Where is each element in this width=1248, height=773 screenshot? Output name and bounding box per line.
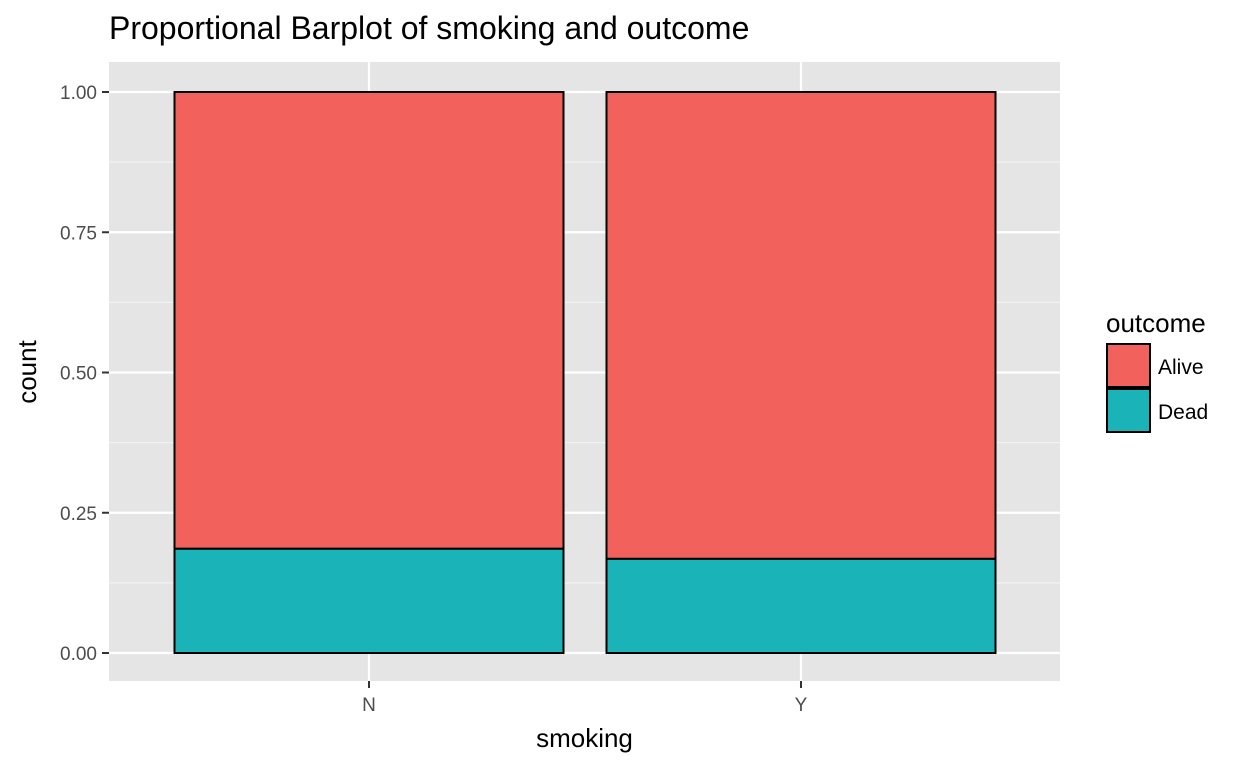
legend: outcome Alive Dead xyxy=(1106,308,1208,433)
y-axis: 0.00 0.25 0.50 0.75 1.00 xyxy=(60,83,109,665)
x-tick-label: N xyxy=(362,695,376,716)
bar-y-dead xyxy=(605,557,997,655)
legend-title: outcome xyxy=(1106,308,1206,338)
bar-n-dead xyxy=(173,547,565,654)
legend-label-dead: Dead xyxy=(1158,401,1208,424)
y-tick-label: 0.00 xyxy=(60,644,97,665)
x-axis-title: smoking xyxy=(536,723,633,753)
legend-items: Alive Dead xyxy=(1106,343,1208,433)
y-axis-title: count xyxy=(12,339,42,403)
y-tick-label: 0.75 xyxy=(60,223,97,244)
legend-label-alive: Alive xyxy=(1158,356,1204,379)
x-tick-label: Y xyxy=(795,695,808,716)
y-tick-label: 1.00 xyxy=(60,83,97,104)
bar-n-alive xyxy=(173,91,565,550)
legend-swatch-alive xyxy=(1106,343,1151,388)
bar-y-alive xyxy=(605,91,997,560)
legend-swatch-dead xyxy=(1106,388,1151,433)
y-tick-label: 0.25 xyxy=(60,504,97,525)
bar-group xyxy=(173,91,997,655)
y-tick-label: 0.50 xyxy=(60,364,97,385)
chart-title: Proportional Barplot of smoking and outc… xyxy=(109,10,749,46)
